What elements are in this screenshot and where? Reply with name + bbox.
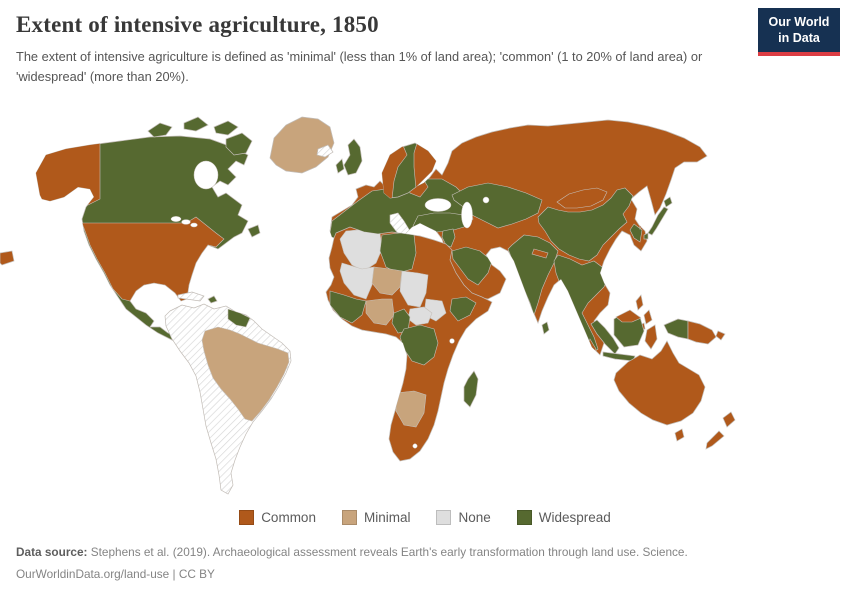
legend-swatch-widespread (516, 510, 532, 525)
hudson-bay (193, 160, 219, 190)
owid-logo[interactable]: Our World in Data (758, 8, 840, 57)
legend-item-common[interactable]: Common (239, 510, 316, 525)
region-new-britain[interactable] (715, 330, 726, 341)
world-map (0, 103, 850, 503)
region-korea[interactable] (629, 223, 643, 243)
region-nepal[interactable] (531, 248, 549, 259)
region-ireland[interactable] (335, 158, 345, 174)
region-newfoundland[interactable] (247, 224, 261, 238)
data-source-text: Stephens et al. (2019). Archaeological a… (87, 545, 688, 559)
legend-label: None (458, 510, 491, 525)
region-malaysian-borneo[interactable] (615, 309, 642, 323)
region-united-states[interactable] (81, 216, 225, 302)
legend-swatch-minimal (341, 510, 357, 525)
legend-label: Common (261, 510, 316, 525)
region-hispaniola[interactable] (207, 295, 218, 304)
legend-label: Widespread (538, 510, 611, 525)
great-lake-3 (190, 222, 198, 228)
region-cuba[interactable] (177, 291, 205, 302)
region-new-zealand[interactable] (705, 430, 725, 450)
data-source-label: Data source: (16, 545, 88, 559)
caspian-sea (461, 201, 473, 229)
region-saudi-arabia[interactable] (451, 246, 493, 286)
region-philippines[interactable] (635, 294, 644, 311)
owid-link[interactable]: OurWorldinData.org/land-use | CC BY (16, 566, 215, 581)
region-arctic-island[interactable] (213, 120, 239, 136)
owid-logo-line2: in Data (778, 30, 820, 45)
legend-item-minimal[interactable]: Minimal (341, 510, 411, 525)
region-arctic-island[interactable] (183, 116, 209, 132)
region-levant[interactable] (441, 228, 456, 248)
legend-item-widespread[interactable]: Widespread (516, 510, 611, 525)
region-australia[interactable] (613, 340, 706, 426)
region-papua-new-guinea[interactable] (687, 320, 717, 345)
region-mongolia[interactable] (556, 187, 608, 209)
map-legend: Common Minimal None Widespread (0, 510, 850, 525)
lake-victoria (449, 338, 455, 344)
region-greenland[interactable] (269, 116, 335, 174)
region-nigeria[interactable] (365, 298, 395, 326)
region-japan[interactable] (663, 196, 673, 208)
legend-item-none[interactable]: None (436, 510, 491, 525)
region-map-edge-sliver[interactable] (0, 250, 15, 266)
region-alaska[interactable] (0, 103, 101, 210)
data-source-line: Data source: Stephens et al. (2019). Arc… (16, 542, 688, 564)
legend-swatch-common (239, 510, 255, 525)
legend-label: Minimal (363, 510, 411, 525)
region-arctic-island[interactable] (147, 122, 173, 138)
region-sri-lanka[interactable] (541, 321, 550, 335)
black-sea (424, 198, 452, 212)
region-china[interactable] (537, 187, 634, 262)
region-new-zealand[interactable] (722, 411, 736, 428)
region-west-africa[interactable] (329, 290, 367, 324)
chart-footer: Data source: Stephens et al. (2019). Arc… (16, 542, 688, 586)
region-west-papua[interactable] (663, 318, 689, 340)
region-madagascar[interactable] (463, 370, 479, 408)
region-sakhalin[interactable] (638, 210, 645, 230)
lesotho-no-data (412, 443, 418, 449)
chart-header: Extent of intensive agriculture, 1850 Th… (16, 12, 761, 87)
region-java[interactable] (602, 351, 636, 362)
region-japan[interactable] (647, 206, 669, 236)
region-niger[interactable] (371, 266, 403, 296)
great-lake-2 (181, 219, 191, 225)
region-sulawesi[interactable] (644, 324, 658, 350)
region-japan[interactable] (643, 232, 649, 240)
chart-subtitle: The extent of intensive agriculture is d… (16, 49, 703, 84)
region-philippines[interactable] (643, 309, 653, 325)
region-ethiopia[interactable] (449, 296, 477, 322)
region-brazil[interactable] (201, 326, 290, 422)
region-baffin-island[interactable] (225, 132, 253, 156)
owid-logo-line1: Our World (768, 15, 830, 29)
region-chad[interactable] (399, 270, 429, 308)
region-namibia-botswana[interactable] (395, 390, 427, 428)
great-lake-1 (170, 216, 182, 222)
chart-title: Extent of intensive agriculture, 1850 (16, 12, 379, 37)
aral-sea (482, 196, 490, 204)
region-iceland[interactable] (316, 144, 334, 158)
legend-swatch-none (436, 510, 452, 525)
region-tasmania[interactable] (674, 428, 685, 442)
region-britain[interactable] (343, 138, 363, 176)
region-mali[interactable] (339, 262, 375, 300)
